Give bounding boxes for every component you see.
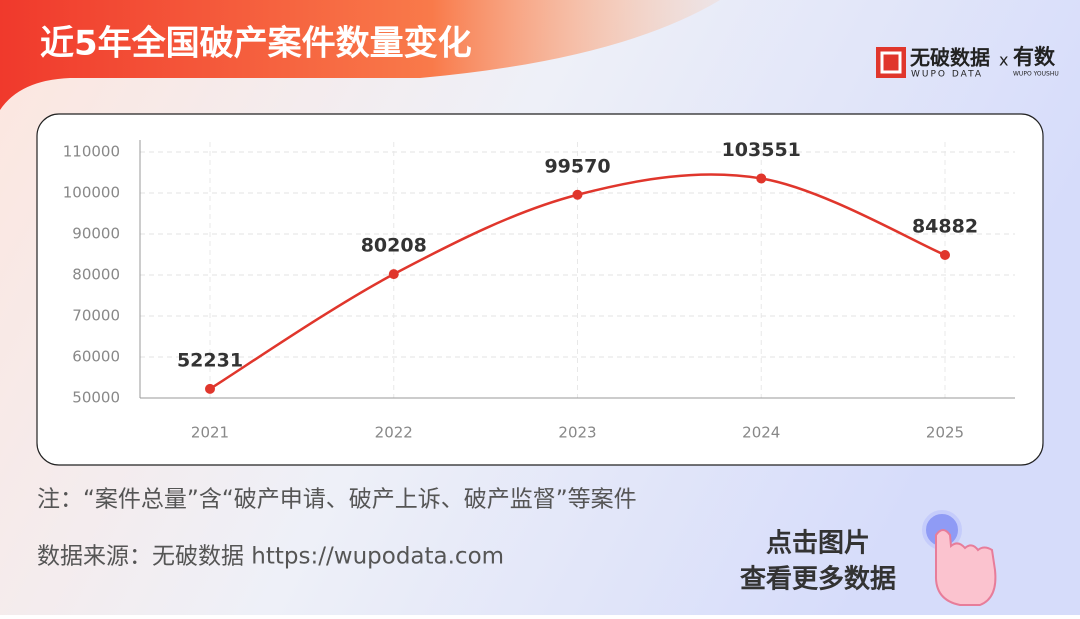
- button-line-2[interactable]: 查看更多数据: [740, 565, 896, 595]
- title-banner: [0, 0, 720, 110]
- logo: 无破数据 WUPO DATA x 有数 WUPO YOUSHU: [876, 45, 1059, 80]
- x-tick-label: 2022: [375, 424, 413, 442]
- point: [756, 173, 767, 184]
- y-tick-label: 60000: [72, 348, 120, 366]
- data-label: 80208: [361, 235, 427, 257]
- chart-panel: [36, 113, 1044, 466]
- x-tick-label: 2021: [191, 424, 229, 442]
- y-tick-label: 90000: [72, 225, 120, 243]
- point: [940, 249, 950, 260]
- point: [205, 383, 215, 394]
- x-tick-label: 2025: [926, 424, 964, 442]
- logo-partner-en: WUPO YOUSHU: [1013, 71, 1059, 78]
- logo-icon-inner: [880, 51, 902, 74]
- y-tick-label: 80000: [72, 266, 120, 284]
- y-tick-label: 50000: [72, 389, 120, 407]
- logo-brand: 无破数据: [910, 46, 990, 70]
- source: 数据来源：无破数据 https://wupodata.com: [37, 544, 504, 570]
- x-tick-label: 2024: [742, 424, 780, 442]
- point: [388, 269, 399, 280]
- y-tick-label: 100000: [63, 184, 120, 202]
- logo-partner: 有数: [1013, 45, 1056, 69]
- chart-title: 近5年全国破产案件数量变化: [40, 24, 472, 64]
- plot-area: 50000 60000 70000 80000 90000 100000 110000 202…: [63, 139, 1015, 442]
- data-label: 103551: [722, 139, 801, 161]
- more-data-button[interactable]: 点击图片 查看更多数据: [740, 510, 997, 606]
- y-tick-label: 110000: [63, 143, 120, 161]
- hand-icon[interactable]: [934, 529, 997, 606]
- x-tick-label: 2023: [558, 424, 596, 442]
- button-line-1[interactable]: 点击图片: [766, 528, 870, 559]
- logo-brand-en: WUPO DATA: [911, 70, 983, 80]
- data-label: 99570: [544, 155, 610, 177]
- footnote: 注：“案件总量”含“破产申请、破产上诉、破产监督”等案件: [37, 487, 637, 513]
- y-tick-label: 70000: [72, 307, 120, 325]
- point: [572, 189, 583, 200]
- data-label: 52231: [177, 349, 243, 371]
- logo-cross: x: [999, 51, 1008, 70]
- data-label: 84882: [912, 215, 978, 237]
